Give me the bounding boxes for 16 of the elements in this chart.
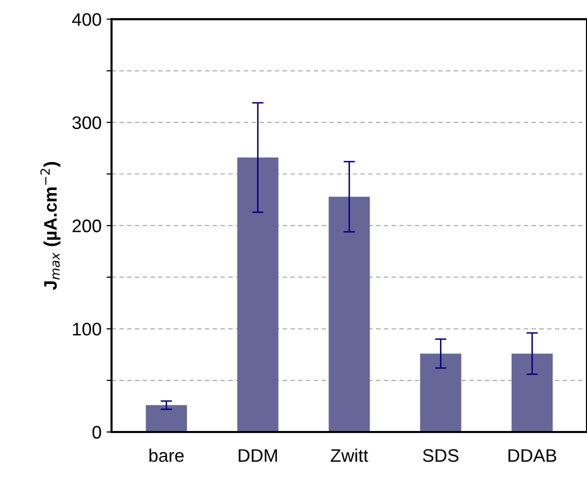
y-tick-label: 200 xyxy=(72,220,102,232)
bar xyxy=(420,354,462,432)
x-tick-label: bare xyxy=(149,448,184,462)
y-axis-title: J$_{max}$ (µA.cm$^{−2}$) xyxy=(40,162,60,290)
y-tick-label: 0 xyxy=(92,426,102,439)
x-tick-label: DDAB xyxy=(508,449,556,462)
bar xyxy=(146,405,187,432)
x-tick-label: DDM xyxy=(238,449,277,462)
y-tick-label: 100 xyxy=(73,322,102,336)
y-tick-label: 400 xyxy=(72,13,102,26)
y-tick-label: 300 xyxy=(72,116,102,130)
bar xyxy=(328,196,370,432)
x-tick-label: Zwitt xyxy=(330,448,368,462)
x-tick-label: SDS xyxy=(422,449,458,462)
bar xyxy=(237,157,278,432)
bar xyxy=(512,354,553,432)
